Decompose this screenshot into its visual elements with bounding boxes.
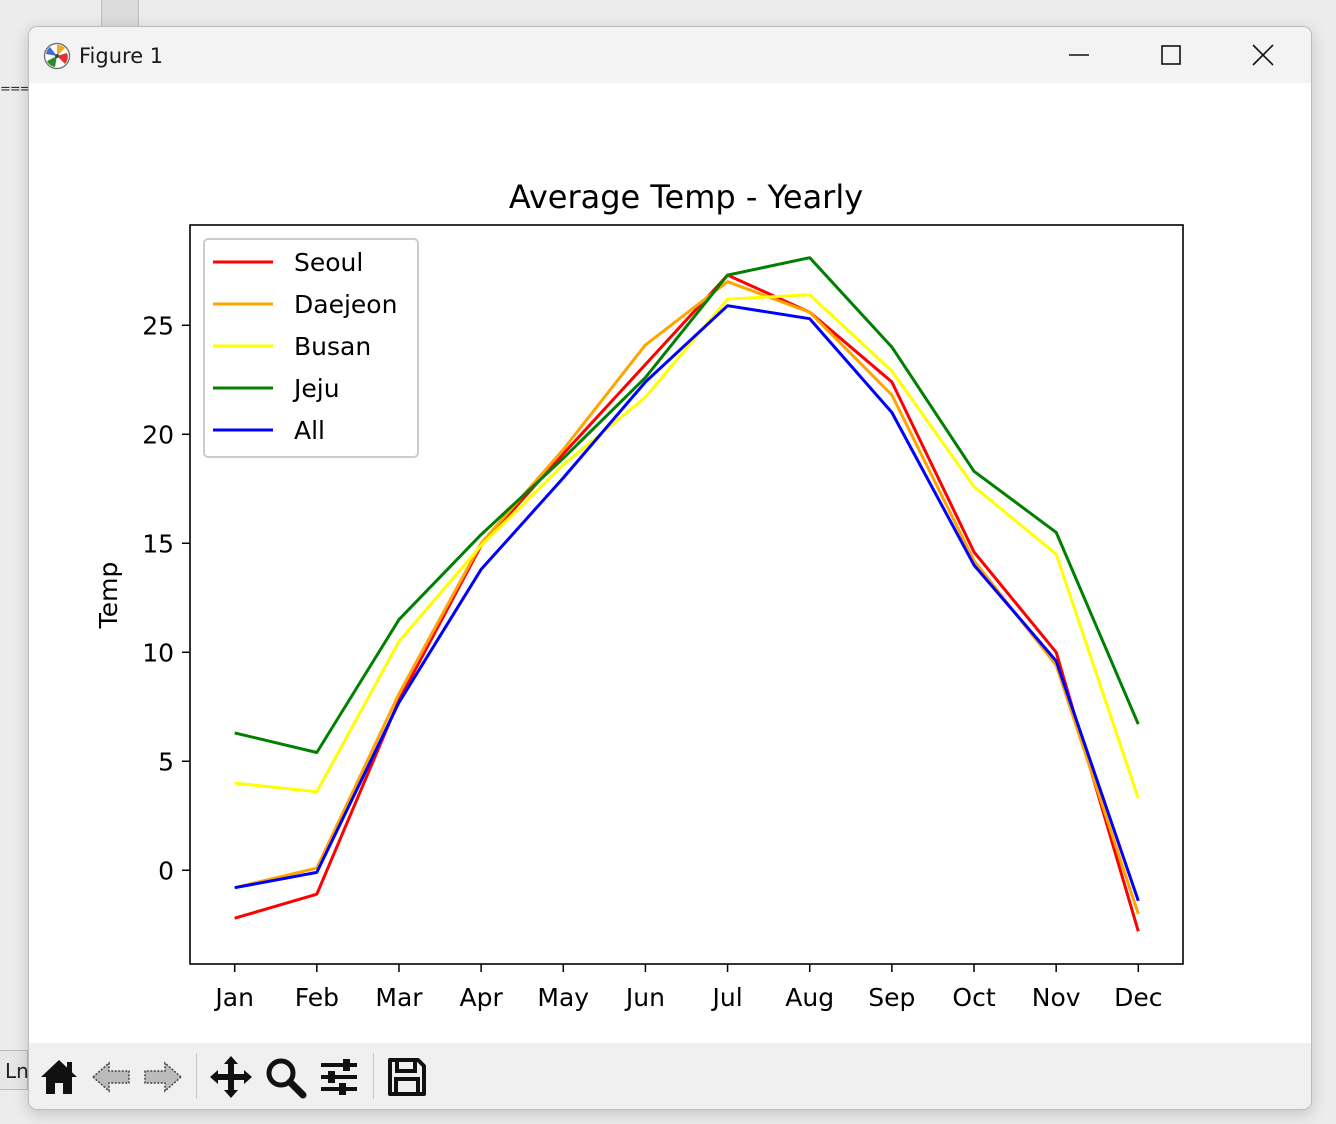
close-icon	[1252, 44, 1274, 66]
arrow-left-icon	[91, 1061, 130, 1093]
minimize-button[interactable]	[1033, 27, 1125, 83]
maximize-button[interactable]	[1125, 27, 1217, 83]
save-button[interactable]	[381, 1049, 433, 1105]
legend: Seoul Daejeon Busan Jeju All	[203, 238, 419, 458]
line-chart: Jan Feb Mar Apr May Jun Jul Aug Sep Oct Nov Dec 0 5 1…	[94, 178, 1184, 1012]
matplotlib-logo-icon	[43, 42, 71, 70]
y-tick-label: 10	[142, 638, 174, 667]
x-tick-label: Jan	[213, 983, 254, 1012]
axes-frame	[189, 224, 1184, 965]
legend-label: Seoul	[294, 248, 363, 277]
background-text-fragment: ===	[0, 82, 31, 97]
close-button[interactable]	[1217, 27, 1309, 83]
x-tick-label: Dec	[1114, 983, 1162, 1012]
x-tick-label: Jul	[710, 983, 742, 1012]
arrow-right-icon	[144, 1061, 183, 1093]
series-line-jeju	[234, 256, 1140, 754]
forward-button[interactable]	[137, 1049, 189, 1105]
legend-box	[203, 238, 419, 458]
y-axis-label: Temp	[94, 562, 123, 630]
magnifier-icon	[266, 1058, 307, 1099]
y-tick-label: 20	[142, 420, 174, 449]
legend-label: Daejeon	[294, 290, 397, 319]
home-button[interactable]	[33, 1049, 85, 1105]
zoom-button[interactable]	[259, 1049, 311, 1105]
minimize-icon	[1069, 54, 1089, 56]
legend-label: Busan	[294, 332, 371, 361]
y-tick-label: 0	[158, 856, 174, 885]
navigation-toolbar	[29, 1043, 1311, 1109]
y-tick-label: 25	[142, 311, 174, 340]
x-tick-label: Oct	[952, 983, 995, 1012]
window-title: Figure 1	[79, 44, 164, 68]
legend-label: Jeju	[292, 374, 340, 403]
background-status-label: Ln	[0, 1050, 29, 1090]
title-bar[interactable]: Figure 1	[29, 27, 1311, 83]
series-line-all	[234, 304, 1140, 902]
maximize-icon	[1161, 45, 1181, 65]
series-line-busan	[234, 293, 1140, 799]
home-icon	[41, 1060, 77, 1094]
x-tick-label: Mar	[375, 983, 423, 1012]
x-tick-label: May	[537, 983, 589, 1012]
pan-button[interactable]	[205, 1049, 257, 1105]
move-icon	[210, 1056, 252, 1098]
background-scrollbar	[101, 0, 139, 26]
toolbar-separator	[373, 1053, 374, 1099]
x-tick-label: Apr	[460, 983, 504, 1012]
x-tick-label: Nov	[1032, 983, 1081, 1012]
toolbar-separator	[196, 1053, 197, 1099]
legend-label: All	[294, 416, 325, 445]
x-tick-label: Sep	[868, 983, 915, 1012]
x-tick-label: Feb	[295, 983, 339, 1012]
configure-subplots-button[interactable]	[313, 1049, 365, 1105]
floppy-disk-icon	[388, 1058, 426, 1096]
x-tick-label: Jun	[624, 983, 665, 1012]
sliders-icon	[321, 1059, 357, 1095]
back-button[interactable]	[85, 1049, 137, 1105]
x-tick-label: Aug	[785, 983, 834, 1012]
y-tick-label: 15	[142, 529, 174, 558]
series-line-daejeon	[234, 280, 1140, 915]
figure-window: Figure 1 Jan Feb Mar Apr May Jun Jul Aug Sep Oct N…	[28, 26, 1312, 1110]
figure-canvas[interactable]: Jan Feb Mar Apr May Jun Jul Aug Sep Oct Nov Dec 0 5 1…	[29, 83, 1311, 1043]
y-tick-label: 5	[158, 747, 174, 776]
chart-title: Average Temp - Yearly	[509, 178, 863, 216]
